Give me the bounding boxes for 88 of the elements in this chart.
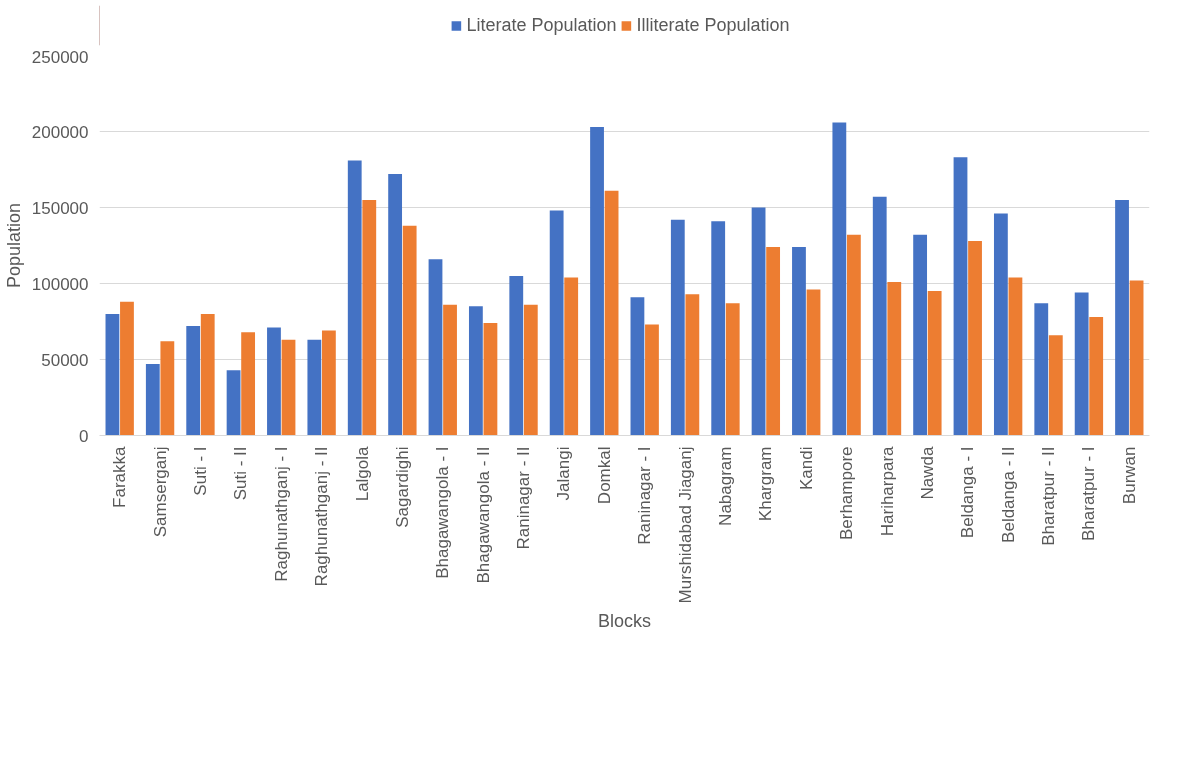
- x-tick-label: Farakka: [110, 445, 130, 508]
- bar: [1034, 303, 1049, 436]
- x-axis-title: Blocks: [597, 611, 652, 632]
- x-tick-label: Samserganj: [150, 446, 170, 538]
- bar: [362, 199, 377, 436]
- bar: [443, 304, 457, 436]
- bar: [523, 304, 538, 436]
- bar: [186, 326, 201, 436]
- bar: [1129, 280, 1144, 436]
- x-tick-label: Berhampore: [837, 446, 857, 541]
- x-tick-label: Beldanga - I: [958, 446, 978, 539]
- bar: [267, 327, 281, 436]
- bar: [105, 313, 120, 436]
- x-tick-label: Raninagar - II: [514, 446, 534, 550]
- bar: [968, 240, 982, 436]
- bar: [483, 323, 498, 436]
- bar: [549, 210, 564, 436]
- legend-label: Illiterate Population: [636, 14, 790, 36]
- bar: [226, 370, 241, 436]
- bar: [468, 306, 483, 436]
- bar: [1074, 292, 1089, 436]
- y-axis-title: Population: [3, 202, 24, 289]
- x-tick-label: Kandi: [796, 446, 816, 490]
- bar: [428, 259, 443, 436]
- bar: [1089, 316, 1104, 436]
- bar: [564, 277, 579, 436]
- x-tick-label: Nabagram: [715, 446, 735, 526]
- x-tick-label: Burwan: [1119, 446, 1139, 505]
- bar: [887, 281, 902, 436]
- bar: [913, 234, 928, 436]
- bar: [806, 289, 821, 436]
- bar: [711, 221, 726, 436]
- x-tick-label: Sagardighi: [392, 446, 412, 528]
- bar: [751, 207, 766, 436]
- bar: [347, 160, 362, 436]
- bar: [953, 157, 968, 436]
- x-tick-label: Bharatpur - I: [1079, 446, 1099, 541]
- bar: [670, 219, 685, 436]
- bar: [993, 213, 1008, 436]
- x-tick-label: Bhagawangola - II: [473, 446, 493, 584]
- bar: [872, 196, 887, 436]
- bar: [509, 275, 524, 436]
- bar: [200, 313, 215, 436]
- bar: [160, 341, 175, 436]
- y-tick-label: 200000: [31, 122, 89, 142]
- y-tick-label: 150000: [31, 198, 89, 218]
- bar: [145, 364, 160, 436]
- x-tick-label: Beldanga - II: [998, 446, 1018, 543]
- bar: [832, 122, 847, 436]
- x-tick-label: Domkal: [594, 446, 614, 505]
- bar: [321, 330, 336, 436]
- bar: [590, 126, 604, 436]
- bar: [630, 297, 645, 436]
- x-tick-label: Bharatpur - II: [1039, 446, 1059, 546]
- bar: [241, 332, 256, 436]
- bar: [645, 324, 659, 436]
- x-tick-label: Nawda: [917, 445, 937, 500]
- x-tick-label: Khargram: [756, 446, 776, 522]
- x-tick-label: Raghunathganj - I: [271, 446, 291, 582]
- y-tick-label: 100000: [31, 274, 89, 294]
- bar: [120, 301, 134, 436]
- bar: [792, 247, 806, 436]
- bar: [402, 225, 417, 436]
- bar: [766, 247, 781, 436]
- y-tick-label: 50000: [41, 350, 89, 370]
- bar: [685, 294, 700, 436]
- x-tick-label: Raghunathganj - II: [312, 446, 332, 587]
- bar: [725, 303, 740, 436]
- x-tick-label: Lalgola: [352, 445, 372, 502]
- x-tick-label: Suti - I: [190, 446, 210, 496]
- bar: [388, 174, 403, 436]
- bar: [1008, 277, 1023, 436]
- bar: [281, 339, 296, 436]
- y-tick-label: 0: [79, 426, 89, 446]
- bar: [846, 234, 861, 436]
- bar: [1115, 199, 1129, 436]
- bar: [307, 339, 322, 436]
- x-tick-label: Bhagawangola - I: [433, 446, 453, 579]
- bar: [1048, 335, 1063, 436]
- x-tick-label: Raninagar - I: [635, 446, 655, 545]
- x-tick-label: Suti - II: [231, 446, 251, 501]
- x-tick-label: Murshidabad Jiaganj: [675, 446, 695, 604]
- legend-label: Literate Population: [466, 14, 617, 36]
- bar: [604, 190, 619, 436]
- bar: [927, 291, 942, 436]
- x-tick-label: Hariharpara: [877, 445, 897, 537]
- y-tick-label: 250000: [31, 47, 89, 67]
- x-tick-label: Jalangi: [554, 446, 574, 501]
